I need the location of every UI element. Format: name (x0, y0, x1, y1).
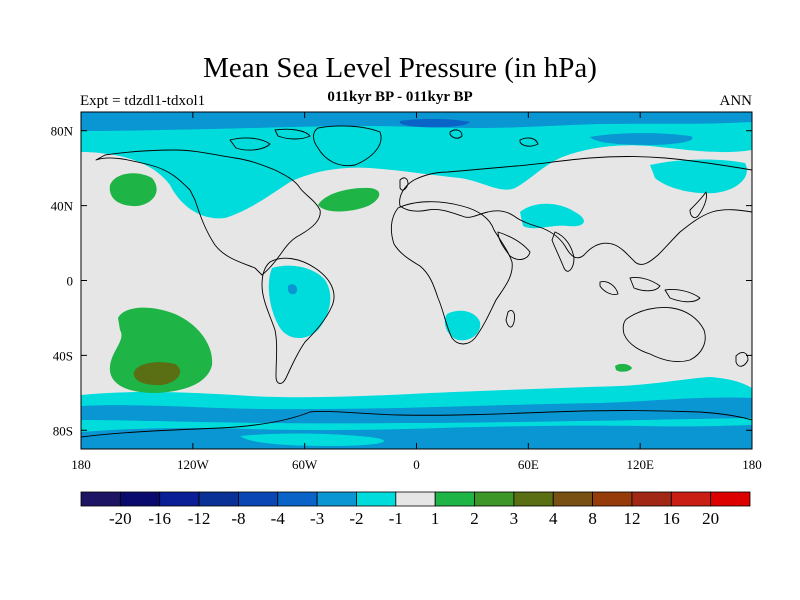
lon-tick-label: 180 (71, 457, 91, 472)
coastlines (81, 125, 752, 438)
contour-arctic-neg2-east (590, 133, 693, 145)
lat-tick-label: 0 (67, 274, 74, 289)
colorbar-label: 8 (588, 509, 597, 528)
contour-south-pacific-pos2 (133, 362, 181, 386)
contour-south-america-neg1 (268, 265, 331, 339)
colorbar-swatch (710, 491, 751, 507)
colorbar-swatch (552, 491, 593, 507)
season-label: ANN (719, 93, 753, 109)
contour-arctic-neg3 (399, 118, 470, 128)
colorbar-label: -8 (231, 509, 245, 528)
colorbar-swatch (198, 491, 239, 507)
contour-arctic-neg1 (81, 112, 752, 219)
colorbar-swatch (80, 491, 121, 507)
colorbar-swatch (316, 491, 357, 507)
colorbar-label: 3 (510, 509, 519, 528)
latitude-axis: 80N 40N 0 40S 80S (51, 124, 752, 438)
colorbar-label: 12 (623, 509, 640, 528)
colorbar-label: -12 (188, 509, 211, 528)
colorbar-swatch (159, 491, 200, 507)
contour-antarctic-neg2 (81, 425, 752, 449)
colorbar-swatch (513, 491, 554, 507)
colorbar-swatch (238, 491, 279, 507)
colorbar-label: -2 (349, 509, 363, 528)
contour-indian-ocean-pos1 (615, 363, 632, 372)
lat-tick-label: 40N (51, 199, 74, 214)
colorbar-label: -20 (109, 509, 132, 528)
contour-south-america-neg2 (288, 284, 298, 295)
lon-tick-label: 120E (626, 457, 654, 472)
chart-subtitle: 011kyr BP - 011kyr BP (327, 89, 473, 105)
longitude-axis: 180 120W 60W 0 60E 120E 180 (71, 112, 762, 472)
colorbar-swatch (631, 491, 672, 507)
colorbar-swatch (356, 491, 397, 507)
colorbar-swatch (395, 491, 436, 507)
colorbar: -20 -16 -12 -8 -4 -3 -2 -1 1 2 3 4 8 12 16 20 (80, 491, 751, 528)
lon-tick-label: 60E (518, 457, 539, 472)
colorbar-swatch (277, 491, 318, 507)
colorbar-label: -16 (148, 509, 171, 528)
colorbar-swatch (670, 491, 712, 507)
colorbar-label: -4 (271, 509, 286, 528)
colorbar-label: -1 (389, 509, 403, 528)
chart-title: Mean Sea Level Pressure (in hPa) (203, 52, 597, 84)
contour-antarctic-neg1-patch (240, 433, 385, 446)
lon-tick-label: 120W (177, 457, 210, 472)
lon-tick-label: 180 (742, 457, 762, 472)
contour-nw-pacific-neg1 (650, 159, 747, 194)
contour-southern-africa-neg1 (444, 310, 481, 341)
contour-southern-ocean-neg2 (81, 397, 752, 424)
contour-central-asia-neg1 (520, 203, 584, 229)
colorbar-swatch (434, 491, 475, 507)
contour-north-pacific-pos1 (109, 173, 157, 207)
colorbar-label: 4 (549, 509, 558, 528)
colorbar-swatch (592, 491, 633, 507)
colorbar-label: 16 (663, 509, 680, 528)
colorbar-swatch (474, 491, 515, 507)
lat-tick-label: 40S (53, 348, 73, 363)
experiment-label: Expt = tdzdl1-tdxol1 (80, 93, 206, 109)
colorbar-label: 20 (702, 509, 719, 528)
colorbar-label: 1 (431, 509, 440, 528)
lat-tick-label: 80S (53, 423, 73, 438)
contour-north-atlantic-pos1 (318, 187, 380, 212)
colorbar-label: -3 (310, 509, 324, 528)
lon-tick-label: 60W (292, 457, 318, 472)
colorbar-label: 2 (470, 509, 479, 528)
colorbar-swatch (119, 491, 161, 507)
lon-tick-label: 0 (413, 457, 420, 472)
lat-tick-label: 80N (51, 124, 74, 139)
